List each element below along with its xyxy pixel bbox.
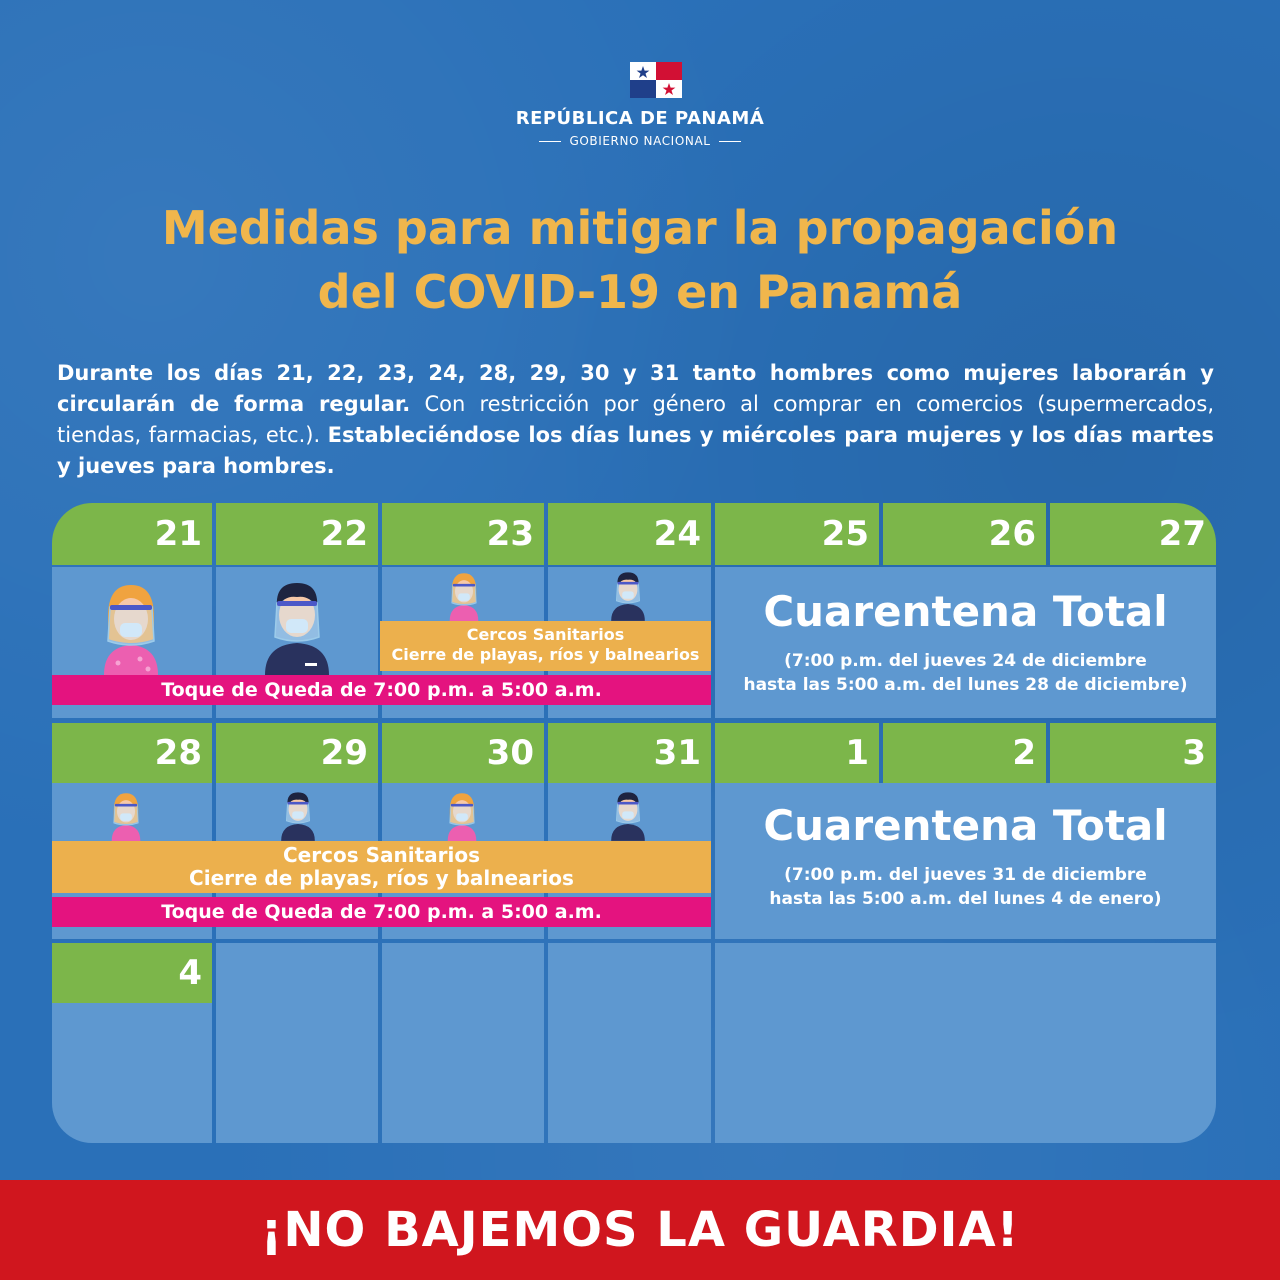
intro-bold-2: Estableciéndose los días lunes y miércol… <box>57 423 1214 478</box>
day-25: 25 <box>715 503 879 565</box>
day-30: 30 <box>382 723 544 783</box>
day-22: 22 <box>216 503 378 565</box>
day-24: 24 <box>548 503 711 565</box>
quarantine-period-line-2: hasta las 5:00 a.m. del lunes 4 de enero… <box>769 889 1162 909</box>
woman-face-shield-icon <box>111 793 141 841</box>
page-title: Medidas para mitigar la propagación del … <box>0 196 1280 324</box>
day-21: 21 <box>52 503 212 565</box>
cercos-sanitarios-band-1: Cercos Sanitarios Cierre de playas, ríos… <box>380 621 711 671</box>
calendar-cell <box>715 943 1216 1143</box>
quarantine-cell-1 <box>715 567 1216 718</box>
quarantine-block-2: Cuarentena Total (7:00 p.m. del jueves 3… <box>715 799 1216 911</box>
man-face-shield-icon <box>281 792 315 841</box>
government-name: GOBIERNO NACIONAL <box>0 134 1280 148</box>
calendar-cell <box>216 943 378 1143</box>
day-28: 28 <box>52 723 212 783</box>
calendar-cell <box>548 943 711 1143</box>
calendar-cell <box>382 943 544 1143</box>
day-27: 27 <box>1050 503 1216 565</box>
quarantine-block-1: Cuarentena Total (7:00 p.m. del jueves 2… <box>715 585 1216 697</box>
day-4: 4 <box>52 943 212 1003</box>
day-29: 29 <box>216 723 378 783</box>
quarantine-cell-2 <box>715 783 1216 939</box>
curfew-band-1: Toque de Queda de 7:00 p.m. a 5:00 a.m. <box>52 675 711 705</box>
day-23: 23 <box>382 503 544 565</box>
title-line-1: Medidas para mitigar la propagación <box>161 201 1119 255</box>
calendar-cell <box>52 1003 212 1143</box>
man-face-shield-icon <box>611 572 645 621</box>
title-line-2: del COVID-19 en Panamá <box>317 265 963 319</box>
man-face-shield-icon <box>611 792 645 841</box>
day-2: 2 <box>883 723 1046 783</box>
cercos-subtitle: Cierre de playas, ríos y balnearios <box>189 866 574 890</box>
man-face-shield-icon <box>265 583 329 675</box>
cercos-subtitle: Cierre de playas, ríos y balnearios <box>391 645 700 664</box>
day-1: 1 <box>715 723 879 783</box>
intro-regular: Con restricción por género al comprar en… <box>57 392 1214 447</box>
day-26: 26 <box>883 503 1046 565</box>
quarantine-period-line-1: (7:00 p.m. del jueves 24 de diciembre <box>784 651 1147 671</box>
woman-face-shield-icon <box>449 573 479 621</box>
woman-face-shield-icon <box>447 793 477 841</box>
footer-banner: ¡NO BAJEMOS LA GUARDIA! <box>0 1180 1280 1280</box>
country-name: REPÚBLICA DE PANAMÁ <box>515 108 765 129</box>
quarantine-label: Cuarentena Total <box>763 801 1168 850</box>
intro-paragraph: Durante los días 21, 22, 23, 24, 28, 29,… <box>57 358 1214 482</box>
day-31: 31 <box>548 723 711 783</box>
footer-slogan: ¡NO BAJEMOS LA GUARDIA! <box>260 1202 1020 1258</box>
quarantine-period-line-1: (7:00 p.m. del jueves 31 de diciembre <box>784 865 1147 885</box>
woman-face-shield-icon <box>104 585 158 675</box>
calendar: 21 22 23 24 25 26 27 <box>52 503 1216 1143</box>
panama-flag-icon <box>630 62 682 98</box>
quarantine-label: Cuarentena Total <box>763 587 1168 636</box>
day-3: 3 <box>1050 723 1216 783</box>
curfew-band-2: Toque de Queda de 7:00 p.m. a 5:00 a.m. <box>52 897 711 927</box>
cercos-title: Cercos Sanitarios <box>466 625 625 644</box>
quarantine-period-line-2: hasta las 5:00 a.m. del lunes 28 de dici… <box>743 675 1188 695</box>
cercos-title: Cercos Sanitarios <box>283 843 480 867</box>
cercos-sanitarios-band-2: Cercos Sanitarios Cierre de playas, ríos… <box>52 841 711 893</box>
intro-bold-1: Durante los días 21, 22, 23, 24, 28, 29,… <box>57 361 1214 416</box>
